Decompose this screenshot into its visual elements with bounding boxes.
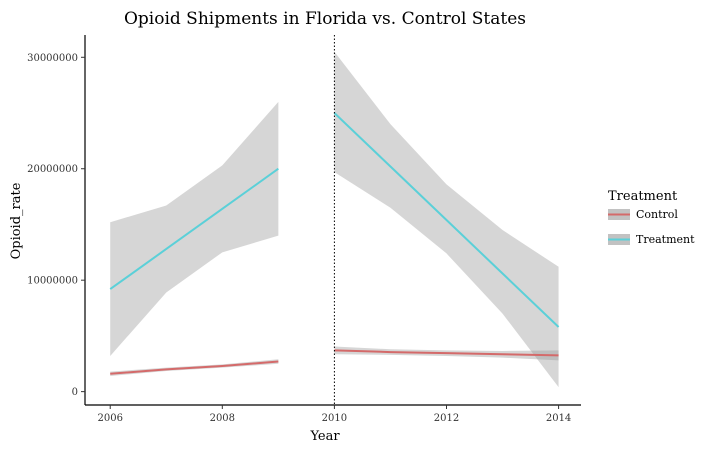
x-tick-label: 2008 [210, 413, 235, 424]
legend-items: Control Treatment [608, 208, 695, 246]
control-post-line [334, 349, 559, 357]
legend-title: Treatment [608, 189, 678, 204]
control-pre-line [110, 360, 279, 375]
y-tick-label: 30000000 [27, 53, 78, 64]
y-axis-label: Opioid_rate [9, 182, 24, 259]
treatment-pre-line [109, 167, 279, 290]
y-tick-label: 0 [72, 387, 78, 398]
x-tick-label: 2010 [322, 413, 347, 424]
x-tick-label: 2012 [434, 413, 459, 424]
x-tick-label: 2014 [546, 413, 571, 424]
legend-label-control: Control [636, 208, 678, 221]
legend: Treatment Control Treatment [608, 189, 695, 246]
x-ticks: 2006 2008 2010 2012 2014 [97, 405, 571, 424]
legend-label-treatment: Treatment [636, 233, 695, 246]
x-tick-label: 2006 [97, 413, 122, 424]
axes: 2006 2008 2010 2012 2014 0 10000000 20000000 30… [27, 35, 581, 424]
treatment-post-line [333, 112, 560, 328]
y-tick-label: 10000000 [27, 276, 78, 287]
series-lines [109, 112, 560, 375]
y-tick-label: 20000000 [27, 164, 78, 175]
x-axis-label: Year [309, 429, 340, 444]
y-ticks: 0 10000000 20000000 30000000 [27, 53, 85, 398]
chart-title: Opioid Shipments in Florida vs. Control … [124, 9, 526, 29]
